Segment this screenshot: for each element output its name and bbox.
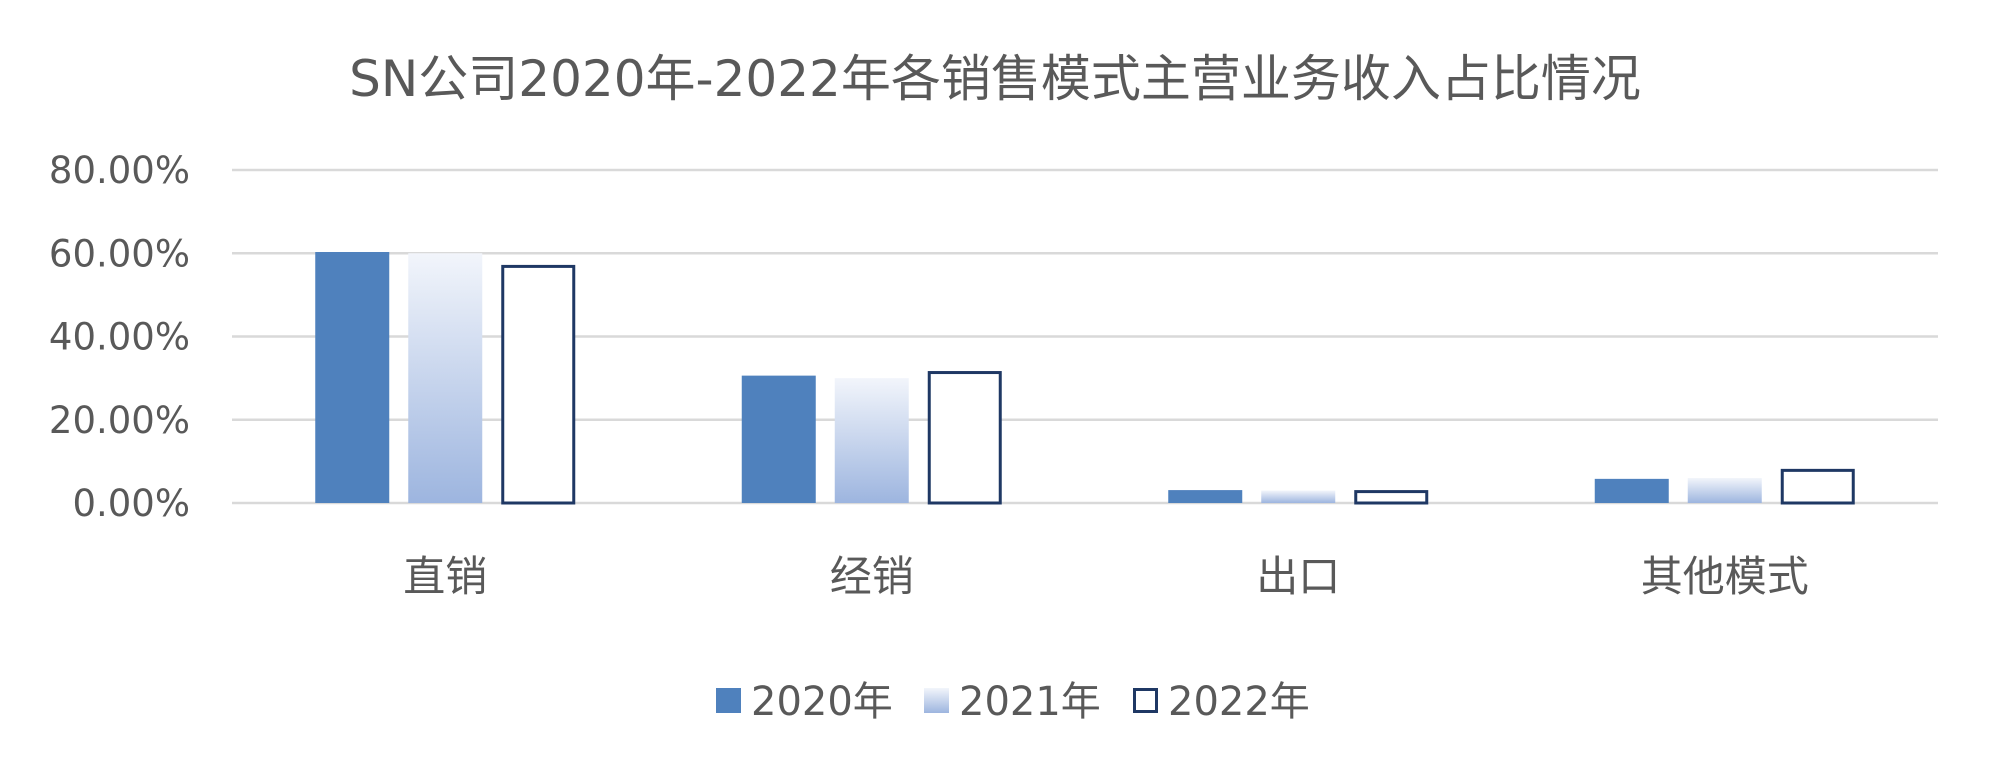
bar-2020年-直销 — [315, 252, 390, 503]
x-axis-categories: 直销 经销 出口 其他模式 — [403, 552, 1809, 601]
bar-2020年-其他模式 — [1594, 478, 1669, 503]
chart-title: SN公司2020年-2022年各销售模式主营业务收入占比情况 — [349, 50, 1641, 108]
legend-label: 2022年 — [1168, 679, 1310, 725]
category-label: 出口 — [1256, 552, 1340, 601]
legend-label: 2021年 — [959, 679, 1101, 725]
category-label: 直销 — [403, 552, 487, 601]
category-label: 其他模式 — [1641, 552, 1809, 601]
bar-2021年-直销 — [408, 253, 483, 503]
legend-swatch-2022年 — [1133, 688, 1158, 713]
bar-2022年-经销 — [927, 371, 1002, 505]
gridlines — [232, 168, 1938, 505]
legend-label: 2020年 — [751, 679, 893, 725]
bar-2022年-出口 — [1354, 490, 1429, 505]
y-tick-label: 40.00% — [49, 316, 190, 359]
category-label: 经销 — [830, 552, 914, 601]
bar-2020年-出口 — [1168, 490, 1243, 503]
bar-2021年-出口 — [1261, 490, 1336, 503]
y-tick-label: 0.00% — [72, 482, 190, 525]
legend-swatch-2020年 — [716, 688, 741, 713]
bar-2022年-直销 — [501, 264, 576, 505]
bar-2021年-经销 — [834, 378, 909, 503]
bars — [315, 252, 1855, 505]
bar-2020年-经销 — [741, 375, 816, 503]
y-tick-label: 60.00% — [49, 232, 190, 275]
legend: 2020年 2021年 2022年 — [716, 679, 1310, 725]
legend-swatch-2021年 — [924, 688, 949, 713]
bar-2021年-其他模式 — [1687, 478, 1762, 503]
y-tick-label: 20.00% — [49, 399, 190, 442]
y-axis-ticks: 0.00% 20.00% 40.00% 60.00% 80.00% — [49, 149, 190, 525]
bar-2022年-其他模式 — [1780, 468, 1855, 505]
y-tick-label: 80.00% — [49, 149, 190, 192]
